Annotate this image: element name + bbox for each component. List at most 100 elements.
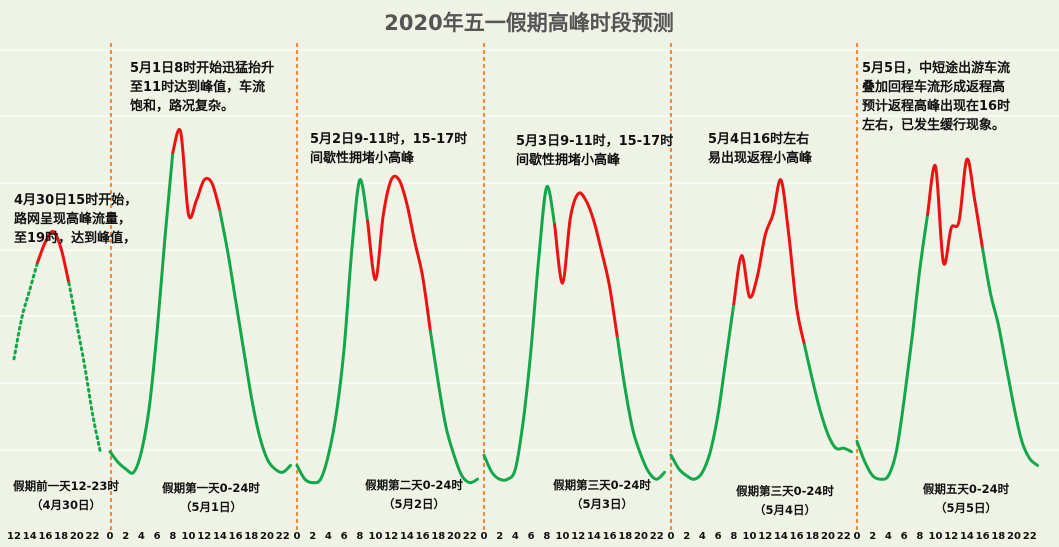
- x-tick-label: 2: [683, 531, 690, 542]
- x-tick-label: 18: [805, 531, 819, 542]
- annotations: 4月30日15时开始， 路网呈现高峰流量， 至19时，达到峰值， 5月1日8时开始迅猛…: [14, 60, 1010, 246]
- x-tick-label: 6: [715, 531, 722, 542]
- x-tick-label: 14: [587, 531, 601, 542]
- x-tick-label: 10: [743, 531, 757, 542]
- x-tick-label: 0: [294, 531, 301, 542]
- x-tick-label: 8: [543, 531, 550, 542]
- annotation-text: 预计返程高峰出现在16时: [862, 98, 1010, 114]
- normal-series-line: [981, 247, 1039, 467]
- normal-series-line: [428, 329, 479, 485]
- normal-series-line: [12, 261, 39, 361]
- x-axis-ticks: 12 14 16 18 20 22 0 2 4 6 8 10 12 14 16 18 20 22 0 2 4 6 8 10 12…: [7, 531, 1037, 542]
- peak-series-line: [366, 174, 432, 333]
- x-tick-label: 18: [991, 531, 1005, 542]
- normal-series-line: [108, 150, 175, 475]
- day-label: 假期第一天0-24时: [162, 481, 260, 495]
- x-tick-label: 6: [154, 531, 161, 542]
- day-label: （5月4日）: [754, 503, 816, 517]
- annotation-text: 至11时达到峰值，车流: [130, 79, 265, 95]
- x-tick-label: 16: [38, 531, 52, 542]
- x-tick-label: 20: [634, 531, 648, 542]
- normal-series-line: [67, 281, 102, 454]
- x-tick-label: 16: [229, 531, 243, 542]
- annotation-text: 5月2日9-11时，15-17时: [310, 131, 467, 147]
- annotation-text: 叠加回程车流形成返程高: [862, 79, 1005, 95]
- day-label: 假期前一天12-23时: [13, 479, 119, 493]
- day-label: （5月1日）: [180, 500, 242, 514]
- x-tick-label: 6: [901, 531, 908, 542]
- x-tick-label: 22: [837, 531, 851, 542]
- x-tick-label: 16: [790, 531, 804, 542]
- day-label: （4月30日）: [31, 498, 101, 512]
- day-dividers: [109, 42, 859, 532]
- x-tick-label: 10: [182, 531, 196, 542]
- peak-series-line: [553, 191, 619, 340]
- x-tick-label: 14: [400, 531, 414, 542]
- x-tick-label: 8: [916, 531, 923, 542]
- peak-series-line: [732, 178, 806, 347]
- x-tick-label: 4: [699, 531, 706, 542]
- x-tick-label: 16: [603, 531, 617, 542]
- x-tick-label: 2: [869, 531, 876, 542]
- x-tick-label: 0: [668, 531, 675, 542]
- peak-series-line: [926, 157, 985, 266]
- peak-series-line: [171, 128, 222, 220]
- chart-title: 2020年五一假期高峰时段预测: [384, 11, 673, 35]
- day-label: （5月3日）: [571, 497, 633, 511]
- normal-series-line: [803, 343, 853, 454]
- x-tick-label: 16: [976, 531, 990, 542]
- annotation-text: 间歇性拥堵小高峰: [310, 150, 415, 166]
- traffic-lines: [12, 128, 1039, 485]
- x-tick-label: 8: [169, 531, 176, 542]
- normal-series-line: [616, 336, 666, 481]
- x-tick-label: 22: [1023, 531, 1037, 542]
- normal-series-line: [295, 178, 370, 485]
- x-tick-label: 2: [122, 531, 129, 542]
- annotation-text: 间歇性拥堵小高峰: [516, 152, 621, 168]
- x-tick-label: 0: [481, 531, 488, 542]
- day-label: （5月2日）: [383, 497, 445, 511]
- x-tick-label: 0: [854, 531, 861, 542]
- x-tick-label: 12: [571, 531, 585, 542]
- x-tick-label: 20: [821, 531, 835, 542]
- x-tick-label: 4: [325, 531, 332, 542]
- x-tick-label: 14: [960, 531, 974, 542]
- x-tick-label: 4: [138, 531, 145, 542]
- x-tick-label: 18: [54, 531, 68, 542]
- x-tick-label: 10: [369, 531, 383, 542]
- x-tick-label: 18: [618, 531, 632, 542]
- day-label: 假期第三天0-24时: [553, 478, 651, 492]
- x-tick-label: 20: [260, 531, 274, 542]
- x-tick-label: 20: [1007, 531, 1021, 542]
- x-tick-label: 10: [929, 531, 943, 542]
- x-tick-label: 12: [758, 531, 772, 542]
- day-label: （5月5日）: [935, 501, 997, 515]
- x-tick-label: 6: [341, 531, 348, 542]
- day-label: 假期五天0-24时: [923, 482, 1010, 496]
- annotation-text: 左右，已发生缓行现象。: [862, 117, 1005, 133]
- x-tick-label: 4: [512, 531, 519, 542]
- annotation-text: 至19时，达到峰值，: [14, 230, 136, 246]
- x-tick-label: 14: [774, 531, 788, 542]
- x-tick-label: 22: [86, 531, 100, 542]
- x-tick-label: 20: [70, 531, 84, 542]
- annotation-text: 5月1日8时开始迅猛抬升: [130, 60, 274, 76]
- x-tick-label: 22: [463, 531, 477, 542]
- x-tick-label: 2: [309, 531, 316, 542]
- annotation-text: 4月30日15时开始，: [14, 192, 137, 208]
- annotation-text: 5月3日9-11时，15-17时: [516, 133, 673, 149]
- x-tick-label: 18: [431, 531, 445, 542]
- x-tick-label: 8: [730, 531, 737, 542]
- x-tick-label: 12: [384, 531, 398, 542]
- x-tick-label: 12: [197, 531, 211, 542]
- annotation-text: 5月4日16时左右: [708, 131, 809, 147]
- x-tick-label: 22: [650, 531, 664, 542]
- x-tick-label: 10: [556, 531, 570, 542]
- x-tick-label: 0: [107, 531, 114, 542]
- x-tick-label: 16: [416, 531, 430, 542]
- x-tick-label: 18: [244, 531, 258, 542]
- x-tick-label: 14: [23, 531, 37, 542]
- normal-series-line: [218, 209, 292, 474]
